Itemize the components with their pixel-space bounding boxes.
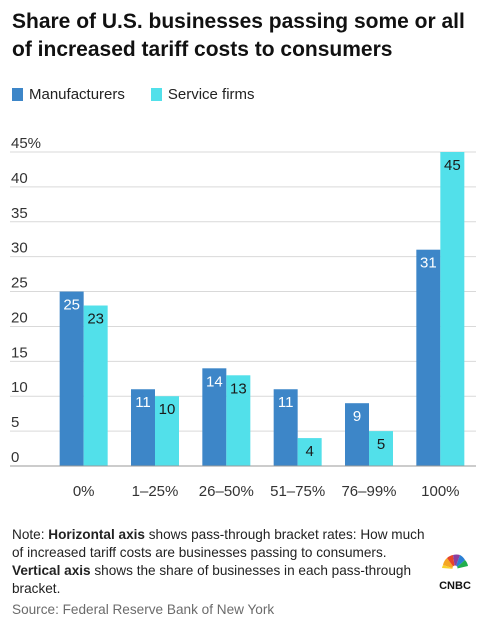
y-tick-label: 10: [11, 379, 28, 396]
data-label: 4: [305, 443, 313, 460]
x-tick-label: 0%: [73, 483, 95, 500]
data-label: 13: [230, 380, 247, 397]
bar: [440, 152, 465, 466]
data-label: 10: [159, 401, 176, 418]
legend-item-manufacturers: Manufacturers: [12, 86, 125, 103]
data-label: 45: [444, 157, 461, 174]
bar: [297, 438, 322, 466]
y-tick-label: 40: [11, 170, 28, 187]
bar: [83, 305, 108, 466]
x-tick-label: 51–75%: [270, 483, 325, 500]
bar: [59, 291, 84, 466]
bar: [369, 431, 393, 466]
bar: [345, 403, 369, 466]
note-v-axis-label: Vertical axis: [12, 563, 91, 578]
y-tick-label: 15: [11, 344, 28, 361]
bar: [155, 396, 179, 466]
data-label: 9: [353, 408, 361, 425]
bar: [202, 368, 227, 466]
bar: [226, 375, 251, 466]
note-h-axis-text: shows pass-through bracket rates: How mu…: [12, 527, 425, 560]
logo-text: CNBC: [439, 580, 471, 592]
source-text: Source: Federal Reserve Bank of New York: [12, 602, 275, 617]
y-tick-label: 45%: [11, 135, 41, 152]
data-label: 23: [87, 311, 104, 328]
y-tick-label: 20: [11, 309, 28, 326]
legend-label-service-firms: Service firms: [167, 86, 255, 103]
bar: [273, 389, 298, 466]
data-label: 31: [420, 255, 437, 272]
legend-swatch-manufacturers: [12, 88, 23, 101]
cnbc-peacock-logo: CNBC: [439, 554, 471, 592]
data-label: 11: [278, 394, 294, 411]
chart-title: Share of U.S. businesses passing some or…: [12, 10, 465, 61]
note-prefix: Note:: [12, 527, 49, 542]
y-tick-label: 30: [11, 240, 28, 257]
y-tick-label: 25: [11, 275, 28, 292]
y-tick-label: 35: [11, 205, 28, 222]
bar: [131, 389, 155, 466]
x-tick-label: 1–25%: [132, 483, 179, 500]
legend-label-manufacturers: Manufacturers: [29, 86, 125, 103]
bar: [416, 249, 441, 466]
legend-item-service-firms: Service firms: [150, 86, 255, 103]
chart-note: Note: Horizontal axis shows pass-through…: [12, 526, 432, 598]
y-tick-label: 5: [11, 414, 19, 431]
data-label: 11: [135, 394, 151, 411]
x-tick-label: 76–99%: [341, 483, 396, 500]
data-label: 14: [206, 373, 223, 390]
legend-swatch-service-firms: [150, 88, 162, 101]
data-label: 5: [377, 436, 385, 453]
note-v-axis-text: shows the share of businesses in each pa…: [12, 563, 412, 596]
note-h-axis-label: Horizontal axis: [48, 527, 145, 542]
legend: Manufacturers Service firms: [12, 86, 281, 103]
x-tick-label: 26–50%: [199, 483, 254, 500]
x-tick-label: 100%: [421, 483, 459, 500]
y-tick-label: 0: [11, 449, 19, 466]
bar-chart: 0 5 10 15 20 25 30 35 40 45% 25 23 0% 11 10 1–25% 14 13 26…: [10, 135, 476, 500]
data-label: 25: [63, 297, 80, 314]
